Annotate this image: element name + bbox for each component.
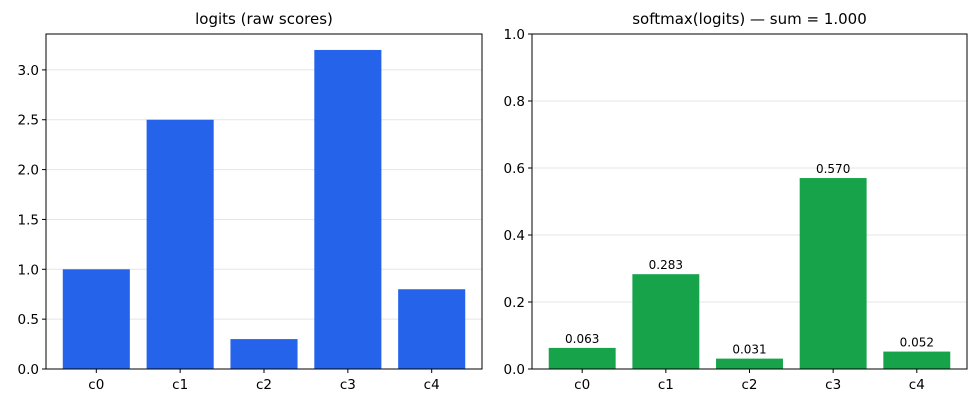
x-tick-label: c2 <box>741 377 757 393</box>
y-tick-label: 1.5 <box>18 212 39 228</box>
y-tick-label: 0.8 <box>504 94 525 110</box>
y-tick-label: 0.5 <box>18 312 39 328</box>
bar-c3 <box>314 49 382 369</box>
bar-c3 <box>799 178 867 369</box>
chart-panel-1: c0 c1 c2 c3 c4 0.0 0.5 1.0 1.5 2.0 2.5 3.0 logits (r… <box>18 10 483 393</box>
x-tick-label: c4 <box>424 377 440 393</box>
y-tick-label: 2.5 <box>18 113 39 129</box>
y-tick-label: 1.0 <box>504 27 525 43</box>
axes-frame <box>531 33 968 370</box>
x-tick-label: c4 <box>909 377 925 393</box>
bar-value-label: 0.031 <box>732 343 766 357</box>
axes-frame <box>45 33 483 370</box>
chart-panel-2: 0.063 c0 0.283 c1 0.031 c2 0.570 c3 0.052 c4 0.0 0.… <box>504 10 968 393</box>
bar-value-label: 0.570 <box>816 162 850 176</box>
bar-c4 <box>398 289 466 369</box>
bar-c4 <box>883 351 951 369</box>
y-tick-label: 0.4 <box>504 228 525 244</box>
bar-c1 <box>632 274 700 369</box>
bar-value-label: 0.052 <box>900 336 934 350</box>
y-tick-label: 0.0 <box>18 362 39 378</box>
bar-value-label: 0.283 <box>649 258 683 272</box>
x-tick-label: c1 <box>172 377 188 393</box>
bar-c2 <box>230 339 298 369</box>
bar-value-label: 0.063 <box>565 332 599 346</box>
x-tick-label: c1 <box>658 377 674 393</box>
bar-c2 <box>716 358 783 369</box>
x-tick-label: c0 <box>574 377 590 393</box>
y-tick-label: 3.0 <box>18 63 39 79</box>
y-tick-label: 0.6 <box>504 161 525 177</box>
y-tick-label: 1.0 <box>18 262 39 278</box>
bar-c0 <box>548 347 616 369</box>
x-tick-label: c0 <box>88 377 104 393</box>
bar-c0 <box>62 269 130 369</box>
y-tick-label: 0.2 <box>504 295 525 311</box>
y-tick-label: 2.0 <box>18 163 39 179</box>
chart-title: logits (raw scores) <box>195 10 333 28</box>
x-tick-label: c3 <box>825 377 841 393</box>
y-tick-label: 0.0 <box>504 362 525 378</box>
x-tick-label: c2 <box>256 377 272 393</box>
bar-c1 <box>146 119 214 369</box>
x-tick-label: c3 <box>340 377 356 393</box>
chart-title: softmax(logits) — sum = 1.000 <box>632 10 867 28</box>
